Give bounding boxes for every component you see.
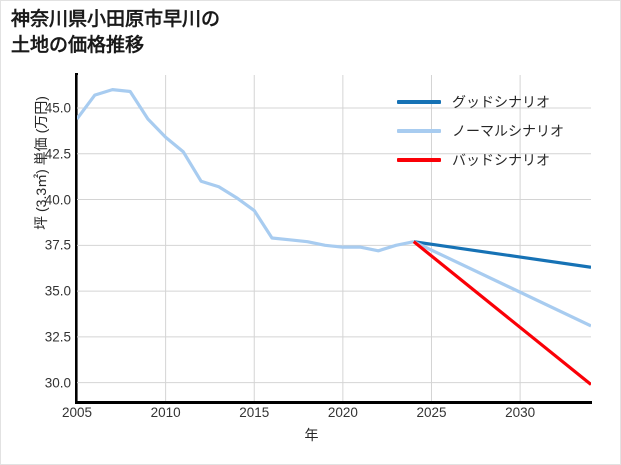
y-tick-label: 40.0 xyxy=(44,192,71,208)
x-axis-label: 年 xyxy=(304,427,319,443)
legend-label: バッドシナリオ xyxy=(452,151,550,168)
legend-item[interactable]: バッドシナリオ xyxy=(397,145,613,174)
series-line xyxy=(77,88,415,253)
y-tick-label: 30.0 xyxy=(44,375,71,391)
chart-title: 神奈川県小田原市早川の 土地の価格推移 xyxy=(11,9,221,56)
x-tick-label: 2015 xyxy=(239,405,270,420)
legend-color-swatch xyxy=(397,128,441,133)
y-tick-label: 37.5 xyxy=(44,237,71,253)
plot-area xyxy=(77,75,591,401)
y-tick-label: 32.5 xyxy=(44,329,71,345)
legend-label: グッドシナリオ xyxy=(452,93,550,110)
x-tick-label: 2010 xyxy=(150,405,181,420)
y-tick-label: 35.0 xyxy=(44,283,71,299)
x-tick-label: 2005 xyxy=(61,405,93,420)
legend-item[interactable]: グッドシナリオ xyxy=(397,87,613,116)
chart-legend: グッドシナリオ ノーマルシナリオ バッドシナリオ xyxy=(397,87,613,174)
plot-lines xyxy=(77,75,591,401)
x-axis-spine xyxy=(75,401,592,404)
y-axis-label: 坪 (3.3㎡) 単価 (万円) xyxy=(33,96,49,230)
x-tick-label: 2025 xyxy=(416,405,447,420)
y-axis-tick-labels: 30.0 32.5 35.0 37.5 40.0 42.5 45.0 xyxy=(1,1,71,464)
y-tick-label: 42.5 xyxy=(44,146,71,162)
legend-color-swatch xyxy=(397,157,441,162)
y-axis-spine xyxy=(75,73,78,403)
legend-color-swatch xyxy=(397,99,441,104)
legend-label: ノーマルシナリオ xyxy=(452,122,564,139)
series-line xyxy=(412,240,591,386)
legend-item[interactable]: ノーマルシナリオ xyxy=(397,116,613,145)
x-tick-label: 2030 xyxy=(505,405,536,420)
series-line xyxy=(413,240,591,269)
x-tick-label: 2020 xyxy=(327,405,358,420)
y-tick-label: 45.0 xyxy=(44,100,71,116)
series-line xyxy=(413,240,591,328)
